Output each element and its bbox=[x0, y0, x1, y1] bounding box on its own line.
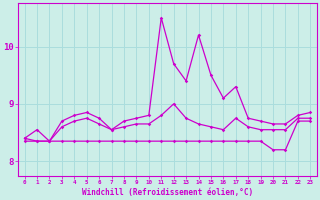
X-axis label: Windchill (Refroidissement éolien,°C): Windchill (Refroidissement éolien,°C) bbox=[82, 188, 253, 197]
